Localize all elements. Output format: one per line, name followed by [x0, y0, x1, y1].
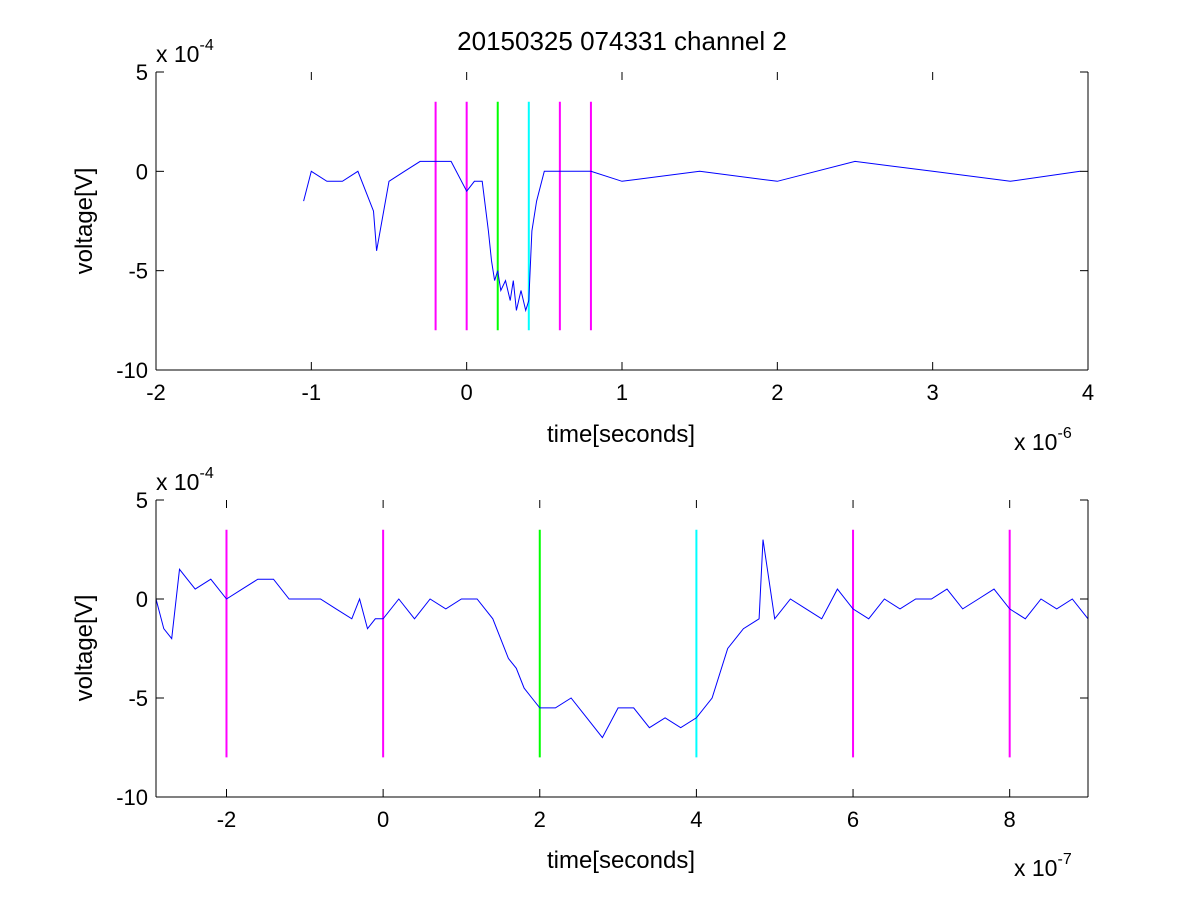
- plot-zoomed-trace: -2 0 2 4 6 8-10-505 time[seconds] voltage[V] …: [71, 465, 1089, 881]
- x-tick-label-1: 0: [377, 807, 389, 832]
- y-exponent: -4: [199, 37, 213, 54]
- x-tick-label-6: 4: [1082, 380, 1094, 405]
- plot-area: [156, 72, 1088, 370]
- x-tick-label-4: 2: [771, 380, 783, 405]
- x-tick-label-2: 2: [534, 807, 546, 832]
- y-axis-label: voltage[V]: [71, 595, 98, 702]
- x-axis-label: time[seconds]: [547, 847, 695, 874]
- x-multiplier: x 10: [1014, 429, 1057, 455]
- x-tick-label-2: 0: [461, 380, 473, 405]
- y-exponent-label: x 10-4: [156, 37, 214, 67]
- y-multiplier: x 10: [156, 41, 199, 67]
- x-tick-label-5: 8: [1004, 807, 1016, 832]
- plot-full-trace: -2 -1 0 1 2 3 4-10-505 time[seconds] voltage[V…: [71, 37, 1094, 455]
- y-exponent: -4: [199, 465, 213, 482]
- y-multiplier: x 10: [156, 469, 199, 495]
- plot-area: [156, 500, 1088, 797]
- y-tick-label-0: -10: [116, 785, 148, 810]
- x-axis-label: time[seconds]: [547, 421, 695, 448]
- x-tick-label-0: -2: [217, 807, 237, 832]
- signal-trace: [303, 160, 1081, 313]
- tick-labels: -2 0 2 4 6 8 -10 -5 0 5: [116, 488, 1016, 832]
- x-multiplier: x 10: [1014, 855, 1057, 881]
- tick-labels: -2 -1 0 1 2 3 4-10-505: [116, 60, 1094, 405]
- x-exponent-label: x 10-6: [1014, 425, 1072, 455]
- marker-lines: [225, 529, 1011, 758]
- x-tick-label-4: 6: [847, 807, 859, 832]
- tick-marks: [156, 499, 1088, 798]
- x-exponent: -7: [1057, 851, 1071, 868]
- signal-line-0: [303, 160, 1081, 313]
- y-tick-label-1: -5: [128, 686, 148, 711]
- x-tick-label-3: 1: [616, 380, 628, 405]
- x-tick-label-3: 4: [690, 807, 702, 832]
- y-tick-label-3: 5: [136, 60, 148, 85]
- y-tick-label-2: 0: [136, 587, 148, 612]
- y-exponent-label: x 10-4: [156, 465, 214, 495]
- signal-trace: [155, 539, 1089, 739]
- chart-title: 20150325 074331 channel 2: [457, 26, 787, 56]
- tick-marks: [155, 71, 1089, 371]
- y-tick-label-1: -5: [128, 259, 148, 284]
- x-tick-label-5: 3: [927, 380, 939, 405]
- x-tick-label-1: -1: [302, 380, 322, 405]
- y-tick-label-3: 5: [136, 488, 148, 513]
- y-axis-label: voltage[V]: [71, 168, 98, 275]
- signal-line-0: [155, 539, 1089, 739]
- y-tick-label-2: 0: [136, 159, 148, 184]
- x-exponent: -6: [1057, 425, 1071, 442]
- x-tick-label-0: -2: [146, 380, 166, 405]
- y-tick-label-0: -10: [116, 358, 148, 383]
- axes: [155, 500, 1089, 798]
- x-exponent-label: x 10-7: [1014, 851, 1072, 881]
